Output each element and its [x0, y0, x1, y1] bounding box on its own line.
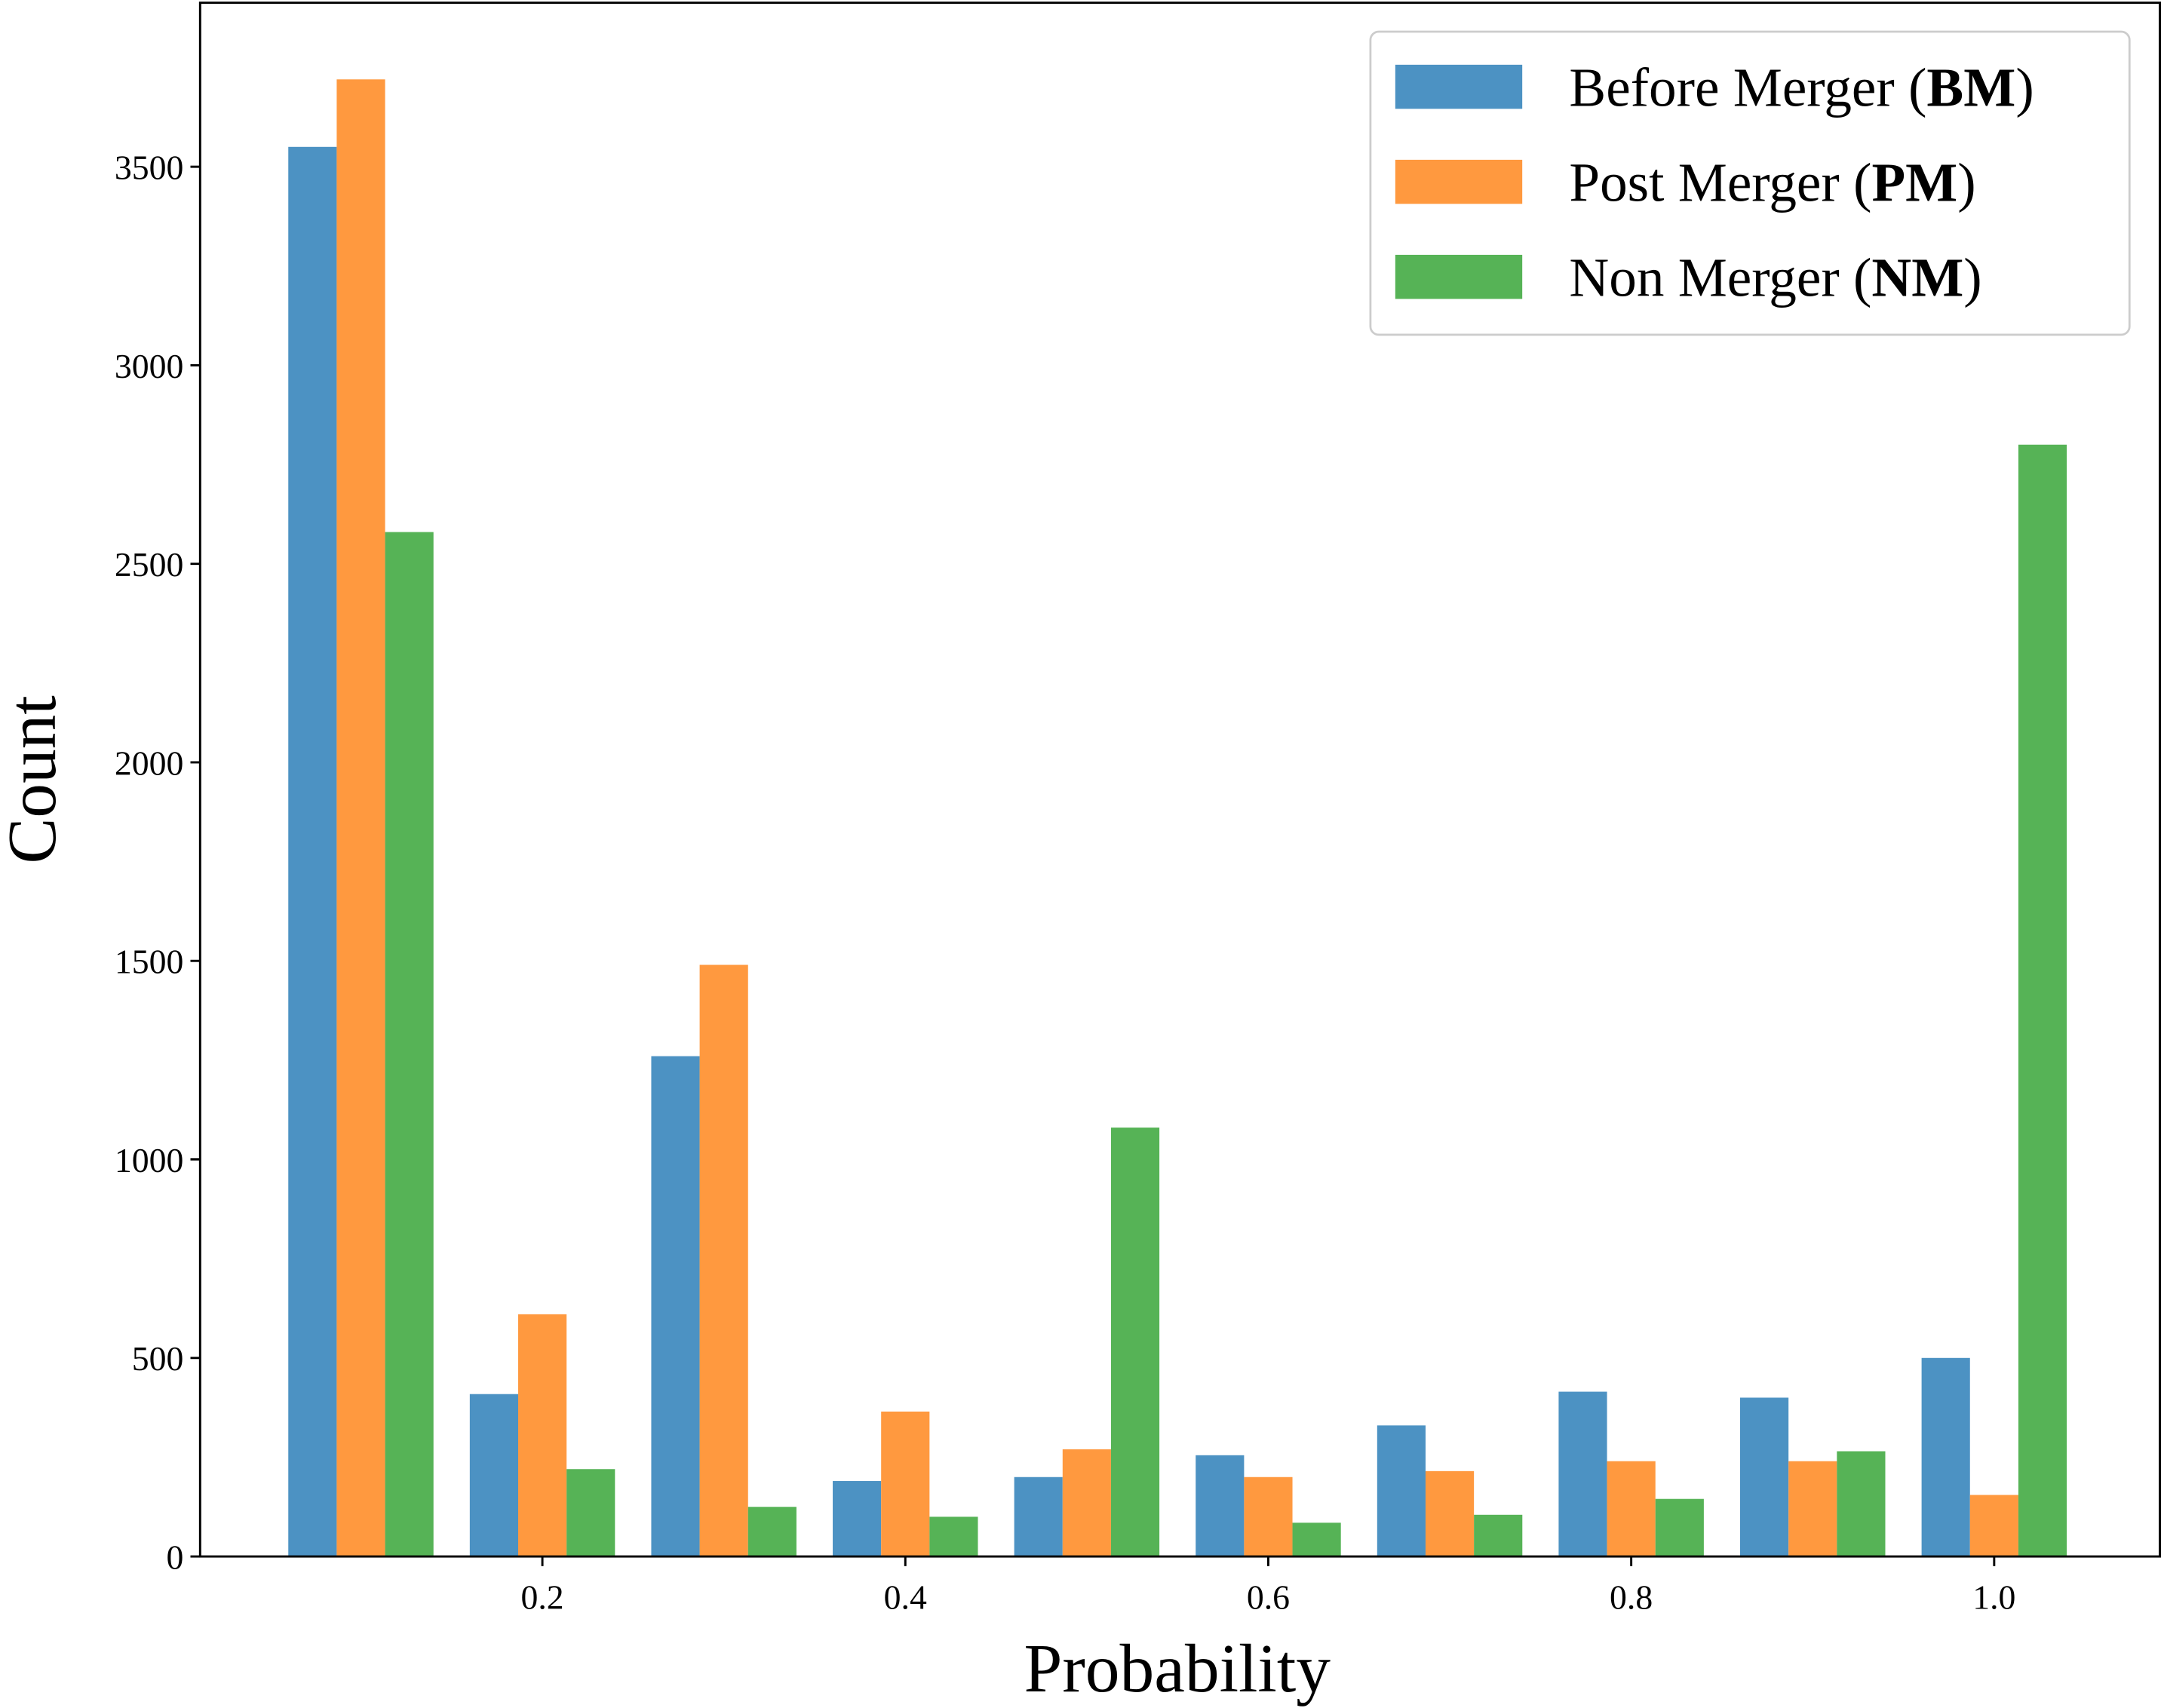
legend-swatch	[1395, 159, 1523, 204]
x-tick-label: 1.0	[1972, 1578, 2015, 1617]
y-tick-label: 1500	[115, 943, 183, 981]
bar	[1788, 1461, 1837, 1557]
y-tick-label: 1000	[115, 1141, 183, 1179]
y-tick-label: 500	[132, 1339, 184, 1378]
x-tick-label: 0.8	[1610, 1578, 1653, 1617]
bar	[1292, 1522, 1341, 1557]
x-tick-label: 0.6	[1247, 1578, 1290, 1617]
bar	[651, 1056, 700, 1557]
legend-frame	[1369, 30, 2131, 336]
bar	[288, 146, 337, 1557]
y-tick-label: 2500	[115, 545, 183, 584]
bar	[1837, 1451, 1886, 1557]
bar	[833, 1481, 882, 1557]
bar	[1740, 1397, 1789, 1557]
bar	[699, 964, 748, 1557]
bar	[1655, 1498, 1704, 1557]
bar	[929, 1516, 978, 1557]
legend-swatch	[1395, 254, 1523, 299]
x-tick-label: 0.2	[520, 1578, 563, 1617]
bar	[1607, 1461, 1656, 1557]
legend-label: Non Merger (NM)	[1569, 247, 1981, 308]
bar	[385, 532, 434, 1557]
x-tick-label: 0.4	[884, 1578, 927, 1617]
bar	[1474, 1514, 1523, 1557]
legend-label: Post Merger (PM)	[1569, 152, 1975, 213]
plot-frame	[198, 2, 2161, 1558]
bar	[1062, 1449, 1111, 1557]
bar	[517, 1314, 567, 1557]
bar	[336, 79, 385, 1557]
bar	[1425, 1470, 1475, 1557]
bar	[747, 1507, 797, 1557]
bar	[1196, 1455, 1245, 1557]
bar	[1377, 1425, 1426, 1557]
y-tick-label: 3000	[115, 347, 183, 385]
bar	[1014, 1476, 1063, 1557]
bar	[1921, 1357, 1970, 1557]
bar	[1969, 1495, 2018, 1557]
legend-label: Before Merger (BM)	[1569, 57, 2034, 118]
y-tick-label: 3500	[115, 149, 183, 187]
y-tick-label: 0	[166, 1538, 183, 1577]
bar	[1244, 1476, 1293, 1557]
bar	[2018, 444, 2067, 1557]
legend-swatch	[1395, 64, 1523, 109]
bar	[469, 1394, 518, 1557]
bar	[881, 1411, 930, 1557]
y-tick-label: 2000	[115, 744, 183, 782]
bar	[1110, 1127, 1160, 1557]
bar	[1558, 1391, 1607, 1557]
bar	[566, 1469, 615, 1557]
x-axis-label: Probability	[1024, 1630, 1331, 1706]
y-axis-label: Count	[0, 695, 70, 863]
legend: Before Merger (BM) Post Merger (PM) Non Me…	[1369, 30, 2131, 336]
